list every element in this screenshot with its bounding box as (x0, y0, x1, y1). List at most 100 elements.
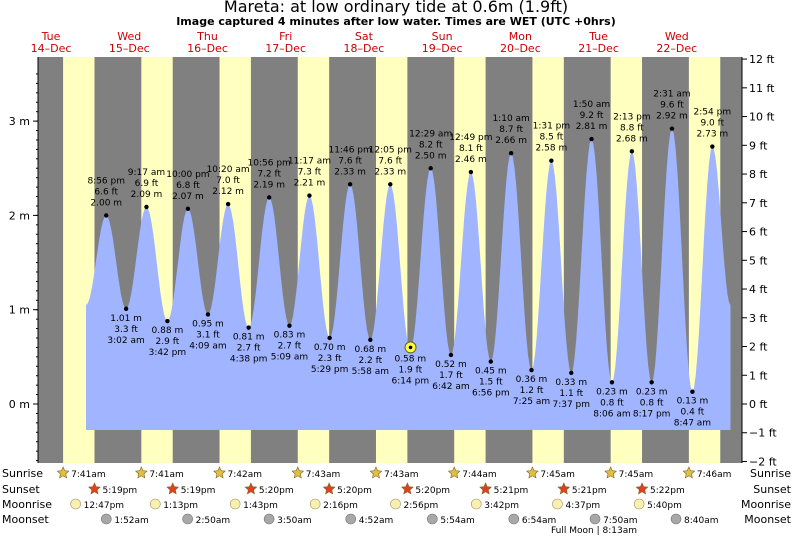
high-tide-m-label: 2.12 m (212, 187, 244, 197)
moonset-icon (670, 513, 682, 525)
low-tide-time-label: 3:42 pm (149, 348, 187, 358)
low-tide-ft-label: 2.2 ft (358, 356, 382, 366)
low-tide-point (287, 323, 292, 328)
right-tick-label: 6 ft (749, 226, 768, 239)
sunset-icon (88, 482, 101, 495)
moonrise-time: 5:40pm (647, 501, 682, 511)
high-tide-ft-label: 8.2 ft (419, 140, 443, 150)
high-tide-time-label: 12:49 pm (449, 133, 492, 143)
moonrise-row-label-right: Moonrise (741, 498, 791, 511)
high-tide-time-label: 10:00 pm (166, 170, 209, 180)
moonrise-time: 1:13pm (163, 501, 198, 511)
low-tide-time-label: 4:09 am (189, 341, 226, 351)
sunrise-icon (447, 466, 461, 479)
high-tide-ft-label: 6.6 ft (94, 187, 118, 197)
high-tide-time-label: 12:29 am (409, 129, 452, 139)
high-tide-time-label: 10:20 am (207, 165, 250, 175)
high-tide-m-label: 2.19 m (253, 180, 285, 190)
high-tide-ft-label: 8.5 ft (540, 133, 564, 143)
low-tide-m-label: 0.81 m (233, 333, 265, 343)
low-tide-m-label: 0.13 m (677, 397, 709, 407)
moonset-row-label-right: Moonset (744, 513, 791, 526)
moonset-time: 1:52am (114, 516, 149, 526)
low-tide-ft-label: 2.3 ft (318, 354, 342, 364)
high-tide-ft-label: 7.6 ft (378, 156, 402, 166)
day-weekday-label: Wed (665, 30, 689, 43)
moonset-row-label-left: Moonset (2, 513, 49, 526)
sunrise-icon (213, 466, 226, 479)
low-tide-time-label: 5:29 pm (311, 365, 349, 375)
moonrise-row-label-left: Moonrise (2, 498, 52, 511)
moon-phase-note: Full Moon | 8:13am (551, 526, 637, 536)
high-tide-point (104, 213, 109, 218)
low-tide-m-label: 0.45 m (475, 367, 507, 377)
high-tide-m-label: 2.50 m (415, 151, 447, 161)
high-tide-point (225, 201, 231, 207)
moonrise-time: 4:37pm (566, 501, 601, 511)
sunrise-icon (682, 466, 696, 479)
moonrise-icon (309, 498, 321, 510)
high-tide-point (388, 182, 393, 187)
low-tide-point (649, 380, 654, 385)
sunrise-icon (291, 466, 305, 479)
high-tide-point (549, 158, 554, 163)
high-tide-m-label: 2.21 m (294, 179, 326, 189)
high-tide-ft-label: 8.8 ft (620, 123, 644, 133)
low-tide-m-label: 0.23 m (596, 387, 628, 397)
day-date-label: 16–Dec (187, 42, 228, 55)
high-tide-time-label: 2:13 pm (613, 112, 651, 122)
low-tide-time-label: 6:56 pm (472, 389, 510, 399)
high-tide-ft-label: 8.7 ft (499, 125, 523, 135)
sunset-icon (557, 482, 571, 495)
low-tide-time-label: 8:17 pm (633, 409, 671, 419)
moonset-icon (427, 513, 438, 525)
high-tide-point (266, 195, 272, 200)
sunset-icon (635, 482, 649, 495)
day-weekday-label: Sun (432, 30, 453, 43)
low-tide-point (327, 335, 332, 341)
high-tide-ft-label: 7.0 ft (216, 176, 240, 186)
day-date-label: 19–Dec (422, 42, 463, 55)
sunset-icon (166, 482, 180, 495)
high-tide-point (428, 166, 433, 171)
moonrise-time: 1:43pm (243, 501, 278, 511)
low-tide-point (123, 306, 129, 311)
low-tide-ft-label: 1.7 ft (439, 371, 463, 381)
low-tide-ft-label: 1.5 ft (479, 378, 503, 388)
low-tide-time-label: 6:42 am (432, 382, 469, 392)
low-tide-point (448, 352, 454, 358)
moonrise-icon (150, 498, 161, 510)
extreme-labels: 8:56 pm6.6 ft2.00 m 1.01 m3.3 ft3:02 am 9:… (87, 90, 731, 429)
moonrise-time: 12:47pm (84, 501, 124, 511)
low-tide-ft-label: 2.7 ft (237, 344, 261, 354)
high-tide-ft-label: 6.8 ft (176, 181, 200, 191)
left-tick-label: 0 m (9, 398, 30, 411)
day-weekday-label: Tue (41, 30, 61, 43)
moonrise-icon (229, 498, 241, 510)
low-tide-m-label: 0.52 m (435, 360, 467, 370)
chart-title: Mareta: at low ordinary tide at 0.6m (1.… (224, 0, 568, 16)
sunrise-time: 7:46am (697, 470, 732, 480)
sunset-row-label-right: Sunset (753, 483, 791, 496)
high-tide-point (710, 144, 715, 149)
high-tide-ft-label: 9.0 ft (700, 119, 724, 129)
moonset-time: 5:54am (440, 516, 475, 526)
high-tide-point (185, 206, 191, 211)
low-tide-time-label: 8:06 am (593, 409, 630, 419)
right-tick-label: 9 ft (749, 139, 768, 152)
low-tide-m-label: 1.01 m (110, 314, 142, 324)
low-tide-ft-label: 1.2 ft (520, 386, 544, 396)
moonrise-icon (70, 498, 81, 510)
moonrise-time: 2:56pm (404, 501, 439, 511)
high-tide-m-label: 2.66 m (495, 136, 527, 146)
high-tide-point (508, 150, 514, 156)
sunset-time: 5:21pm (572, 486, 607, 496)
low-tide-point (569, 370, 574, 376)
low-tide-point (529, 367, 534, 373)
day-date-label: 22–Dec (656, 42, 697, 55)
low-tide-ft-label: 2.7 ft (278, 342, 302, 352)
moonrise-icon (390, 498, 401, 510)
sunset-time: 5:22pm (650, 486, 685, 496)
day-weekday-label: Fri (279, 30, 292, 43)
